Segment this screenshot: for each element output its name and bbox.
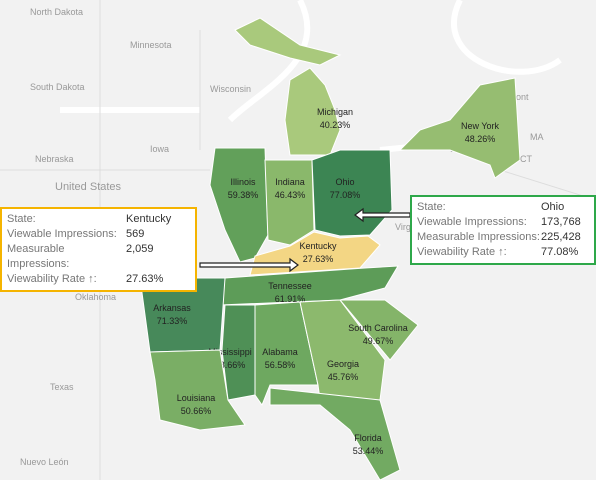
state-rate: 49.67%	[363, 336, 394, 346]
tooltip-row: Viewability Rate ↑: 77.08%	[417, 245, 589, 260]
tooltip-row: State: Ohio	[417, 200, 589, 215]
state-rate: 27.63%	[303, 254, 334, 264]
state-shape	[269, 387, 401, 480]
tooltip-row: State: Kentucky	[7, 212, 190, 227]
state-name: Kentucky	[299, 241, 337, 251]
state-name: South Carolina	[348, 323, 408, 333]
state-rate: 68.66%	[215, 360, 246, 370]
state-name: Indiana	[275, 177, 305, 187]
basemap-label: Wisconsin	[210, 84, 251, 94]
state-name: Georgia	[327, 359, 359, 369]
state-name: Arkansas	[153, 303, 191, 313]
tooltip-value: 2,059	[126, 243, 154, 255]
state-name: New York	[461, 121, 500, 131]
tooltip: State: Ohio Viewable Impressions: 173,768 Me…	[410, 195, 596, 265]
tooltip-row: Measurable Impressions: 225,428	[417, 230, 589, 245]
pointer-arrow	[199, 257, 299, 273]
state-shape	[338, 299, 419, 361]
state-rate: 61.91%	[275, 294, 306, 304]
tooltip-row: Viewability Rate ↑: 27.63%	[7, 272, 190, 287]
state-shape	[149, 349, 246, 431]
basemap-label: Minnesota	[130, 40, 172, 50]
state-rate: 71.33%	[157, 316, 188, 326]
tooltip-row: Viewable Impressions: 173,768	[417, 215, 589, 230]
state-name: Louisiana	[177, 393, 216, 403]
tooltip-key: Measurable Impressions:	[417, 231, 540, 243]
state-shape	[209, 147, 269, 263]
tooltip-value: Ohio	[541, 201, 565, 213]
pointer-arrow	[354, 207, 411, 223]
state-name: Michigan	[317, 107, 353, 117]
basemap-label: Texas	[50, 382, 74, 392]
state-rate: 77.08%	[330, 190, 361, 200]
tooltip-key: Viewable Impressions:	[7, 228, 117, 240]
basemap-label: Oklahoma	[75, 292, 116, 302]
state-shape	[398, 77, 521, 179]
state-rate: 50.66%	[181, 406, 212, 416]
state-shape	[234, 17, 342, 156]
tooltip-value: 225,428	[541, 231, 581, 243]
state-rate: 48.26%	[465, 134, 496, 144]
basemap-label: South Dakota	[30, 82, 85, 92]
state-rate: 59.38%	[228, 190, 259, 200]
tooltip-value: 569	[126, 228, 145, 240]
basemap-label: North Dakota	[30, 7, 83, 17]
state-rate: 53.44%	[353, 446, 384, 456]
basemap-label: MA	[530, 132, 544, 142]
tooltip-row: Measurable Impressions: 2,059	[7, 242, 190, 272]
state-shape	[264, 159, 315, 246]
basemap-label: Nuevo León	[20, 457, 69, 467]
state-name: Illinois	[230, 177, 256, 187]
state-rate: 56.58%	[265, 360, 296, 370]
tooltip-row: Viewable Impressions: 569	[7, 227, 190, 242]
tooltip-key: Viewable Impressions:	[417, 216, 527, 228]
tooltip-key: Viewability Rate ↑:	[7, 273, 97, 285]
tooltip-value: 173,768	[541, 216, 581, 228]
basemap-label: Nebraska	[35, 154, 74, 164]
state-rate: 45.76%	[328, 372, 359, 382]
state-rate: 46.43%	[275, 190, 306, 200]
state-name: Mississippi	[208, 347, 252, 357]
state-name: Ohio	[335, 177, 354, 187]
state-rate: 40.23%	[320, 120, 351, 130]
tooltip-key: State:	[417, 201, 446, 213]
basemap-label: CT	[520, 154, 532, 164]
basemap-label: Virginia	[395, 222, 425, 232]
tooltip-key: Measurable Impressions:	[7, 243, 70, 270]
tooltip-value: 27.63%	[126, 273, 164, 285]
tooltip-value: Kentucky	[126, 213, 172, 225]
state-name: Alabama	[262, 347, 298, 357]
tooltip-key: Viewability Rate ↑:	[417, 246, 507, 258]
basemap-label: Iowa	[150, 144, 169, 154]
basemap-label: United States	[55, 181, 122, 193]
state-shape	[221, 304, 256, 401]
tooltip-value: 77.08%	[541, 246, 579, 258]
tooltip-key: State:	[7, 213, 36, 225]
tooltip: State: Kentucky Viewable Impressions: 569 Me…	[0, 207, 197, 292]
state-name: Tennessee	[268, 281, 312, 291]
state-name: Florida	[354, 433, 382, 443]
